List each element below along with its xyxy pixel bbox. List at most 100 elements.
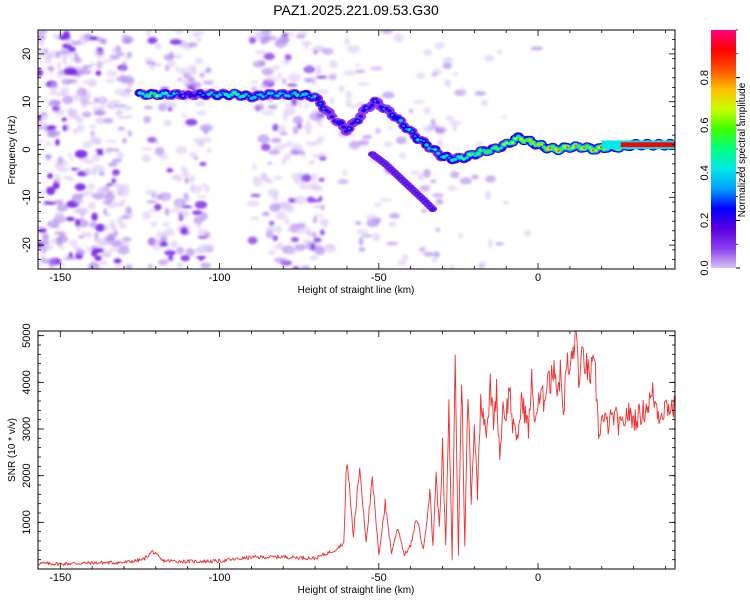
ridge-blob xyxy=(270,92,274,95)
ridge-blob xyxy=(379,105,383,108)
noise-blob xyxy=(161,222,171,227)
colorbar: 0.0 0.2 0.4 0.6 0.8 Normalized spectral ampl… xyxy=(699,29,748,276)
ridge-blob xyxy=(241,95,245,98)
noise-blob xyxy=(87,183,96,190)
noise-blob xyxy=(355,63,361,68)
ridge-blob xyxy=(359,115,363,118)
noise-blob xyxy=(447,185,457,192)
noise-blob xyxy=(52,179,61,183)
ridge-blob xyxy=(585,145,589,148)
noise-blob xyxy=(530,46,544,51)
noise-blob xyxy=(360,233,373,238)
noise-blob xyxy=(337,179,349,185)
noise-blob xyxy=(103,240,117,246)
noise-blob xyxy=(272,123,279,132)
noise-blob xyxy=(41,116,49,121)
noise-blob xyxy=(423,168,431,178)
noise-blob xyxy=(370,66,383,71)
ridge-blob xyxy=(473,154,477,157)
noise-blob xyxy=(200,262,212,269)
noise-blob xyxy=(47,173,54,179)
noise-blob xyxy=(308,159,315,165)
noise-blob xyxy=(389,212,400,219)
noise-blob xyxy=(247,236,258,245)
noise-blob xyxy=(268,149,281,155)
noise-blob xyxy=(163,119,172,127)
noise-blob xyxy=(260,35,271,42)
noise-blob xyxy=(318,177,326,182)
noise-blob xyxy=(98,96,107,103)
noise-blob xyxy=(301,124,313,129)
noise-blob xyxy=(76,124,85,133)
noise-blob xyxy=(92,153,101,162)
noise-blob xyxy=(74,149,88,159)
ridge-blob xyxy=(324,109,328,112)
ridge-blob xyxy=(402,124,406,127)
noise-blob xyxy=(166,168,174,173)
noise-blob xyxy=(432,193,444,198)
ridge-blob xyxy=(336,121,340,124)
noise-blob xyxy=(38,227,47,233)
noise-blob xyxy=(149,238,161,247)
noise-blob xyxy=(111,178,117,184)
noise-blob xyxy=(106,103,115,109)
noise-blob xyxy=(481,99,488,107)
noise-blob xyxy=(350,104,357,109)
noise-blob xyxy=(288,73,301,83)
spectrogram-noise-layer xyxy=(38,30,544,269)
ridge-blob xyxy=(233,91,236,94)
noise-blob xyxy=(44,258,57,265)
noise-blob xyxy=(84,101,98,106)
noise-blob xyxy=(175,200,183,204)
noise-blob xyxy=(117,187,122,196)
ridge-blob xyxy=(519,138,523,141)
noise-blob xyxy=(164,207,170,216)
noise-blob xyxy=(62,30,70,39)
noise-blob xyxy=(104,193,116,202)
noise-blob xyxy=(344,37,350,46)
noise-blob xyxy=(423,106,431,115)
ridge-blob xyxy=(522,139,526,143)
ridge-blob xyxy=(362,109,365,112)
noise-blob xyxy=(365,214,378,222)
noise-blob xyxy=(329,60,338,69)
noise-blob xyxy=(475,141,484,146)
noise-blob xyxy=(282,78,287,85)
noise-blob xyxy=(176,246,185,255)
ridge-blob xyxy=(155,94,159,97)
ridge-blob xyxy=(405,128,408,131)
noise-blob xyxy=(177,210,183,219)
noise-blob xyxy=(319,156,327,161)
noise-blob xyxy=(59,262,65,268)
colorbar-scale xyxy=(711,30,736,268)
noise-blob xyxy=(152,246,164,251)
ridge-blob xyxy=(545,148,549,151)
noise-blob xyxy=(301,174,312,183)
ridge-blob xyxy=(279,92,282,95)
ridge-blob xyxy=(313,95,317,98)
noise-blob xyxy=(434,42,445,50)
ridge-blob xyxy=(579,147,583,150)
noise-blob xyxy=(117,116,128,120)
noise-blob xyxy=(94,255,102,262)
noise-blob xyxy=(443,78,452,88)
chart-title: PAZ1.2025.221.09.53.G30 xyxy=(273,2,439,18)
noise-blob xyxy=(311,45,325,53)
ridge-blob xyxy=(238,95,242,98)
ridge-blob xyxy=(588,146,592,149)
noise-blob xyxy=(452,72,459,76)
noise-blob xyxy=(185,118,198,126)
noise-blob xyxy=(55,138,60,146)
noise-blob xyxy=(72,128,78,135)
noise-blob xyxy=(103,223,109,232)
noise-blob xyxy=(109,219,116,229)
noise-blob xyxy=(122,237,129,244)
ridge-blob xyxy=(571,146,575,149)
noise-blob xyxy=(311,76,317,86)
noise-blob xyxy=(277,125,287,132)
ridge-blob xyxy=(436,152,440,155)
noise-blob xyxy=(252,163,257,171)
noise-blob xyxy=(460,87,467,97)
noise-blob xyxy=(56,61,62,70)
noise-blob xyxy=(80,98,86,106)
